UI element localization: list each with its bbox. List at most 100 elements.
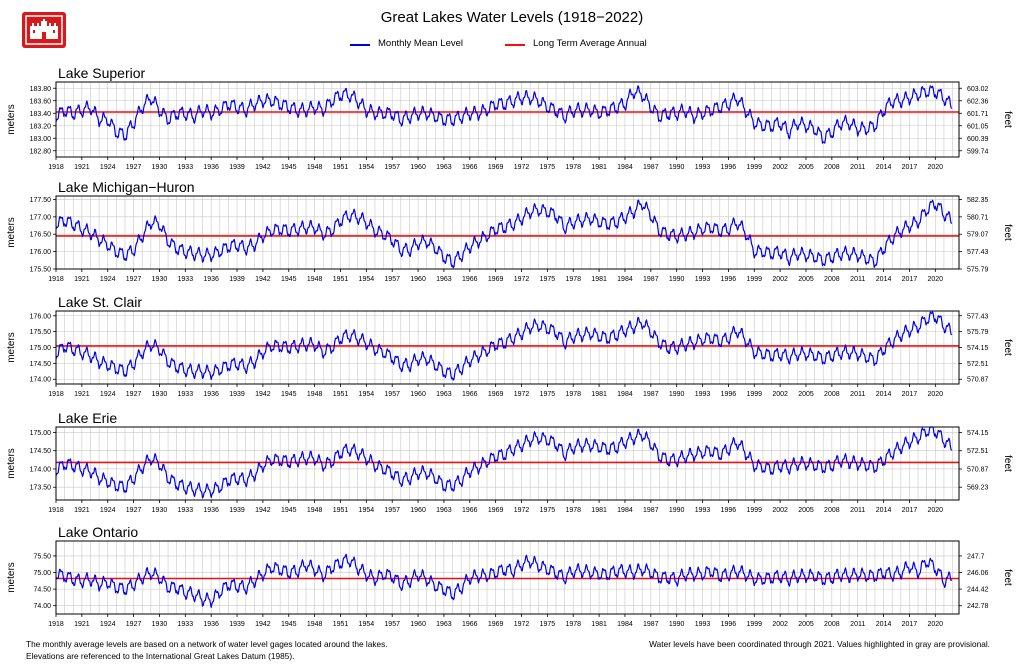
x-tick-label: 1972	[514, 621, 530, 628]
x-tick-label: 1957	[384, 391, 400, 398]
y-axis-label-feet: feet	[1002, 455, 1013, 472]
x-tick-label: 1930	[152, 621, 168, 628]
chart-title: Great Lakes Water Levels (1918−2022)	[380, 9, 644, 26]
y2-tick-label: 601.71	[967, 111, 989, 118]
x-tick-label: 1984	[617, 391, 633, 398]
x-tick-label: 1945	[281, 391, 297, 398]
x-tick-label: 1918	[48, 164, 64, 171]
x-tick-label: 1942	[255, 164, 271, 171]
x-tick-label: 1960	[410, 164, 426, 171]
x-tick-label: 1978	[565, 164, 581, 171]
y-axis-label-feet: feet	[1002, 111, 1013, 128]
x-tick-label: 1975	[540, 276, 556, 283]
panel-title: Lake Ontario	[58, 524, 138, 540]
x-tick-label: 1936	[203, 164, 219, 171]
x-tick-label: 1918	[48, 621, 64, 628]
y2-tick-label: 579.07	[967, 232, 989, 239]
legend-average-label: Long Term Average Annual	[533, 38, 647, 49]
x-tick-label: 1993	[695, 164, 711, 171]
x-tick-label: 1981	[591, 507, 607, 514]
x-tick-label: 1978	[565, 276, 581, 283]
legend: Monthly Mean Level Long Term Average Ann…	[350, 38, 680, 52]
x-tick-label: 1978	[565, 507, 581, 514]
x-tick-label: 2005	[798, 507, 814, 514]
x-tick-label: 2011	[850, 621, 865, 628]
x-tick-label: 1996	[721, 276, 737, 283]
panel-title: Lake Superior	[58, 65, 146, 81]
x-tick-label: 2008	[824, 276, 840, 283]
x-tick-label: 1963	[436, 391, 452, 398]
x-tick-label: 1981	[591, 164, 607, 171]
x-tick-label: 1927	[126, 276, 142, 283]
x-tick-label: 1933	[178, 507, 194, 514]
x-tick-label: 1996	[721, 507, 737, 514]
x-tick-label: 1936	[203, 391, 219, 398]
y2-tick-label: 242.78	[967, 603, 989, 610]
x-tick-label: 1957	[384, 164, 400, 171]
y-axis-label-meters: meters	[6, 332, 17, 363]
x-tick-label: 1924	[100, 391, 116, 398]
y2-tick-label: 575.79	[967, 329, 989, 336]
x-tick-label: 2005	[798, 276, 814, 283]
x-tick-label: 1960	[410, 621, 426, 628]
x-tick-label: 1927	[126, 621, 142, 628]
x-tick-label: 1927	[126, 507, 142, 514]
x-tick-label: 1999	[746, 507, 762, 514]
x-tick-label: 1963	[436, 276, 452, 283]
y2-tick-label: 577.43	[967, 249, 989, 256]
x-tick-label: 1972	[514, 507, 530, 514]
panel-frame	[55, 310, 960, 385]
x-tick-label: 1945	[281, 276, 297, 283]
x-tick-label: 1957	[384, 507, 400, 514]
x-tick-label: 1978	[565, 621, 581, 628]
x-tick-label: 1975	[540, 621, 556, 628]
y-tick-label: 174.50	[30, 448, 52, 455]
x-tick-label: 2014	[876, 507, 892, 514]
x-tick-label: 1933	[178, 164, 194, 171]
x-tick-label: 1954	[359, 164, 375, 171]
monthly-mean-level-line	[55, 85, 953, 144]
x-tick-label: 1951	[333, 276, 349, 283]
x-tick-label: 1969	[488, 276, 504, 283]
x-tick-label: 1921	[74, 507, 90, 514]
x-tick-label: 1954	[359, 621, 375, 628]
x-tick-label: 1933	[178, 621, 194, 628]
monthly-mean-level-line	[55, 199, 953, 269]
x-tick-label: 1945	[281, 164, 297, 171]
x-tick-label: 1924	[100, 276, 116, 283]
legend-monthly-swatch	[350, 44, 370, 46]
x-tick-label: 1981	[591, 391, 607, 398]
y-tick-label: 75.00	[33, 570, 51, 577]
x-tick-label: 1954	[359, 276, 375, 283]
x-tick-label: 2017	[902, 164, 918, 171]
x-tick-label: 2002	[772, 391, 788, 398]
x-tick-label: 1984	[617, 621, 633, 628]
x-tick-label: 1999	[746, 276, 762, 283]
x-tick-label: 2011	[850, 507, 865, 514]
x-tick-label: 1951	[333, 164, 349, 171]
y2-tick-label: 601.05	[967, 123, 989, 130]
y-tick-label: 183.60	[30, 98, 52, 105]
y-tick-label: 183.20	[30, 123, 52, 130]
y-tick-label: 174.00	[30, 377, 52, 384]
x-tick-label: 2014	[876, 391, 892, 398]
x-tick-label: 1948	[307, 164, 323, 171]
x-tick-label: 1948	[307, 621, 323, 628]
y-axis-label-feet: feet	[1002, 569, 1013, 586]
panel-frame	[55, 540, 960, 615]
x-tick-label: 2005	[798, 621, 814, 628]
x-tick-label: 1918	[48, 276, 64, 283]
x-tick-label: 1999	[746, 391, 762, 398]
y2-tick-label: 246.06	[967, 570, 989, 577]
x-tick-label: 1984	[617, 276, 633, 283]
y2-tick-label: 577.43	[967, 313, 989, 320]
x-tick-label: 1942	[255, 276, 271, 283]
y-tick-label: 175.00	[30, 430, 52, 437]
x-tick-label: 2017	[902, 507, 918, 514]
y-tick-label: 175.50	[30, 267, 52, 274]
y2-tick-label: 244.42	[967, 587, 989, 594]
x-tick-label: 1969	[488, 391, 504, 398]
y2-tick-label: 602.36	[967, 98, 989, 105]
x-tick-label: 1936	[203, 621, 219, 628]
y2-tick-label: 574.15	[967, 345, 989, 352]
